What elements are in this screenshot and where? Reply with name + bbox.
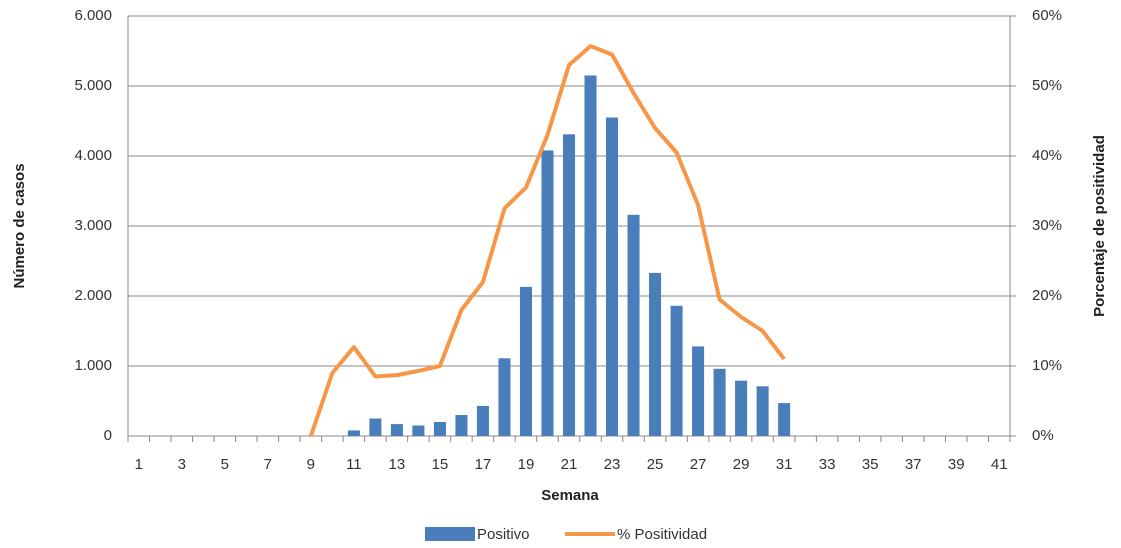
x-tick-label: 1 [135, 456, 143, 473]
bar [649, 272, 662, 436]
x-tick-label: 33 [819, 456, 836, 473]
legend-label: Positivo [477, 526, 530, 543]
bar [390, 424, 403, 436]
y2-tick-label: 40% [1032, 147, 1062, 164]
bar [455, 415, 468, 436]
bar [778, 403, 791, 436]
bar [498, 358, 511, 436]
y2-axis-title: Porcentaje de positividad [1091, 135, 1108, 317]
x-tick-label: 29 [733, 456, 750, 473]
bar [584, 75, 597, 436]
bar [692, 346, 705, 436]
x-tick-label: 25 [647, 456, 664, 473]
x-tick-label: 11 [346, 456, 362, 473]
x-tick-label: 27 [690, 456, 707, 473]
bar [606, 117, 619, 436]
bar [713, 368, 726, 436]
y2-tick-label: 60% [1032, 7, 1062, 24]
x-tick-label: 13 [389, 456, 406, 473]
legend-swatch [425, 527, 475, 541]
bar [541, 150, 554, 436]
x-tick-label: 5 [221, 456, 229, 473]
y-tick-label: 4.000 [74, 147, 112, 164]
y2-tick-label: 0% [1032, 427, 1054, 444]
x-tick-label: 31 [776, 456, 793, 473]
y-axis-title: Número de casos [11, 163, 28, 288]
y-tick-label: 3.000 [74, 217, 112, 234]
x-axis-title: Semana [541, 487, 599, 504]
x-tick-label: 23 [604, 456, 621, 473]
y2-tick-label: 10% [1032, 357, 1062, 374]
bar [735, 380, 748, 436]
y2-tick-label: 20% [1032, 287, 1062, 304]
legend-label: % Positividad [617, 526, 707, 543]
bar [519, 286, 532, 436]
y-tick-label: 5.000 [74, 77, 112, 94]
x-tick-label: 15 [432, 456, 449, 473]
x-tick-label: 3 [178, 456, 186, 473]
bar [369, 418, 382, 436]
y2-tick-label: 50% [1032, 77, 1062, 94]
y2-tick-label: 30% [1032, 217, 1062, 234]
y-tick-label: 2.000 [74, 287, 112, 304]
bar [347, 430, 360, 436]
y-tick-label: 0 [104, 427, 112, 444]
x-tick-label: 21 [561, 456, 578, 473]
line [308, 44, 786, 437]
x-tick-label: 39 [948, 456, 965, 473]
bar [476, 405, 489, 436]
y-tick-label: 1.000 [74, 357, 112, 374]
y-tick-label: 6.000 [74, 7, 112, 24]
bar [562, 134, 576, 437]
x-tick-label: 19 [518, 456, 535, 473]
x-tick-label: 35 [862, 456, 879, 473]
x-tick-label: 37 [905, 456, 922, 473]
x-tick-label: 7 [264, 456, 272, 473]
bar [670, 305, 683, 436]
bar [433, 422, 446, 436]
bar [412, 425, 425, 436]
bar [627, 214, 640, 436]
x-tick-label: 41 [991, 456, 1008, 473]
x-tick-label: 17 [475, 456, 492, 473]
x-tick-label: 9 [307, 456, 315, 473]
bar [756, 386, 769, 436]
